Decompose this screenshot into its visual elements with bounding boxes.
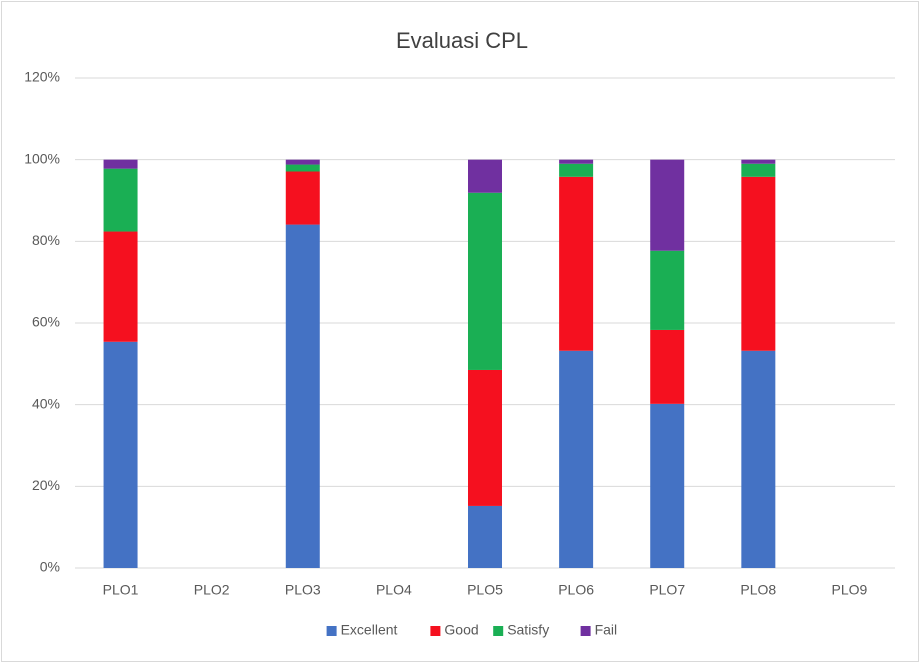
y-tick-label: 100%	[24, 150, 60, 166]
bar-segment	[103, 341, 138, 568]
bar-segment	[285, 224, 320, 568]
legend-swatch	[430, 626, 441, 636]
bar-segment	[285, 164, 320, 172]
legend-label: Excellent	[341, 622, 398, 638]
bar-segment	[650, 403, 685, 568]
bar-segment	[741, 350, 776, 568]
x-tick-label: PLO3	[285, 582, 321, 598]
bar-segment	[468, 192, 502, 370]
bar-segment	[285, 159, 320, 165]
y-tick-label: 80%	[32, 232, 60, 248]
x-tick-label: PLO1	[103, 582, 139, 598]
bar-segment	[741, 176, 776, 351]
bar-segment	[650, 159, 685, 251]
x-tick-label: PLO9	[832, 582, 868, 598]
bar-segment	[559, 159, 594, 164]
bar-segment	[103, 159, 138, 169]
bar-segment	[650, 250, 685, 330]
y-tick-label: 40%	[32, 395, 60, 411]
bar-segment	[559, 176, 594, 351]
bar-segment	[103, 231, 138, 342]
legend-swatch	[580, 626, 591, 636]
legend-swatch	[493, 626, 504, 636]
bar-segment	[741, 163, 776, 177]
chart-title: Evaluasi CPL	[396, 28, 528, 53]
bar-segment	[650, 329, 685, 404]
x-tick-label: PLO6	[558, 582, 594, 598]
x-tick-label: PLO8	[740, 582, 776, 598]
bar-segment	[468, 505, 502, 568]
x-tick-label: PLO2	[194, 582, 230, 598]
x-tick-label: PLO5	[467, 582, 503, 598]
legend-label: Good	[444, 622, 478, 638]
x-tick-label: PLO7	[649, 582, 685, 598]
bar-segment	[741, 159, 776, 164]
y-tick-label: 120%	[24, 69, 60, 85]
legend-label: Satisfy	[507, 622, 549, 638]
bar-segment	[559, 163, 594, 177]
bar-segment	[559, 350, 594, 568]
bar-segment	[285, 171, 320, 225]
y-tick-label: 60%	[32, 314, 60, 330]
x-tick-label: PLO4	[376, 582, 412, 598]
y-tick-label: 20%	[32, 477, 60, 493]
legend-swatch	[326, 626, 337, 636]
bar-segment	[468, 369, 502, 506]
bar-segment	[103, 168, 138, 232]
bar-segment	[468, 159, 502, 193]
y-tick-label: 0%	[40, 559, 60, 575]
legend-label: Fail	[595, 622, 618, 638]
